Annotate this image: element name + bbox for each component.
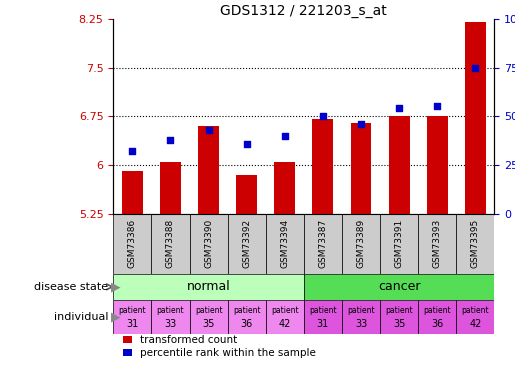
- Bar: [304, 300, 342, 334]
- Bar: [113, 214, 151, 274]
- Text: GSM73389: GSM73389: [356, 219, 366, 268]
- Text: patient: patient: [461, 306, 489, 315]
- Bar: [236, 175, 257, 214]
- Bar: [190, 300, 228, 334]
- Bar: [274, 162, 295, 214]
- Text: patient: patient: [423, 306, 451, 315]
- Text: 42: 42: [279, 319, 291, 329]
- Text: 35: 35: [202, 319, 215, 329]
- Text: 31: 31: [317, 319, 329, 329]
- Bar: [342, 300, 380, 334]
- Bar: [304, 274, 494, 300]
- Bar: [380, 214, 418, 274]
- Bar: [389, 116, 409, 214]
- Text: patient: patient: [309, 306, 337, 315]
- Text: 33: 33: [164, 319, 177, 329]
- Bar: [456, 214, 494, 274]
- Bar: [418, 300, 456, 334]
- Point: [319, 113, 327, 119]
- Bar: [160, 162, 181, 214]
- Bar: [342, 214, 380, 274]
- Bar: [122, 171, 143, 214]
- Text: GSM73388: GSM73388: [166, 219, 175, 268]
- Text: 31: 31: [126, 319, 139, 329]
- Bar: [427, 116, 448, 214]
- Bar: [113, 300, 151, 334]
- Bar: [228, 300, 266, 334]
- Text: 42: 42: [469, 319, 482, 329]
- Text: patient: patient: [157, 306, 184, 315]
- Bar: [151, 214, 190, 274]
- Point: [357, 121, 365, 127]
- Text: GSM73386: GSM73386: [128, 219, 137, 268]
- Text: patient: patient: [195, 306, 222, 315]
- Point: [395, 105, 403, 111]
- Point: [204, 127, 213, 133]
- Text: patient: patient: [385, 306, 413, 315]
- Text: 36: 36: [241, 319, 253, 329]
- Bar: [198, 126, 219, 214]
- Text: GSM73392: GSM73392: [242, 219, 251, 268]
- Text: GSM73387: GSM73387: [318, 219, 328, 268]
- Text: GSM73390: GSM73390: [204, 219, 213, 268]
- Bar: [418, 214, 456, 274]
- Text: ▶: ▶: [111, 280, 121, 293]
- Point: [281, 133, 289, 139]
- Point: [128, 148, 136, 154]
- Text: individual: individual: [54, 312, 108, 322]
- Text: GSM73393: GSM73393: [433, 219, 442, 268]
- Text: normal: normal: [187, 280, 230, 293]
- Bar: [228, 214, 266, 274]
- Text: ▶: ▶: [111, 310, 121, 323]
- Point: [243, 141, 251, 147]
- Bar: [351, 123, 371, 214]
- Bar: [113, 274, 304, 300]
- Text: GSM73391: GSM73391: [394, 219, 404, 268]
- Text: patient: patient: [347, 306, 375, 315]
- Bar: [151, 300, 190, 334]
- Bar: [465, 22, 486, 214]
- Text: disease state: disease state: [34, 282, 108, 292]
- Title: GDS1312 / 221203_s_at: GDS1312 / 221203_s_at: [220, 4, 387, 18]
- Text: GSM73395: GSM73395: [471, 219, 480, 268]
- Bar: [304, 214, 342, 274]
- Text: 36: 36: [431, 319, 443, 329]
- Text: 35: 35: [393, 319, 405, 329]
- Text: 33: 33: [355, 319, 367, 329]
- Bar: [313, 120, 333, 214]
- Text: cancer: cancer: [378, 280, 420, 293]
- Point: [166, 136, 175, 142]
- Text: patient: patient: [233, 306, 261, 315]
- Point: [471, 64, 479, 70]
- Legend: transformed count, percentile rank within the sample: transformed count, percentile rank withi…: [118, 331, 320, 362]
- Bar: [266, 300, 304, 334]
- Text: GSM73394: GSM73394: [280, 219, 289, 268]
- Text: patient: patient: [118, 306, 146, 315]
- Bar: [266, 214, 304, 274]
- Point: [433, 104, 441, 110]
- Bar: [380, 300, 418, 334]
- Text: patient: patient: [271, 306, 299, 315]
- Bar: [456, 300, 494, 334]
- Bar: [190, 214, 228, 274]
